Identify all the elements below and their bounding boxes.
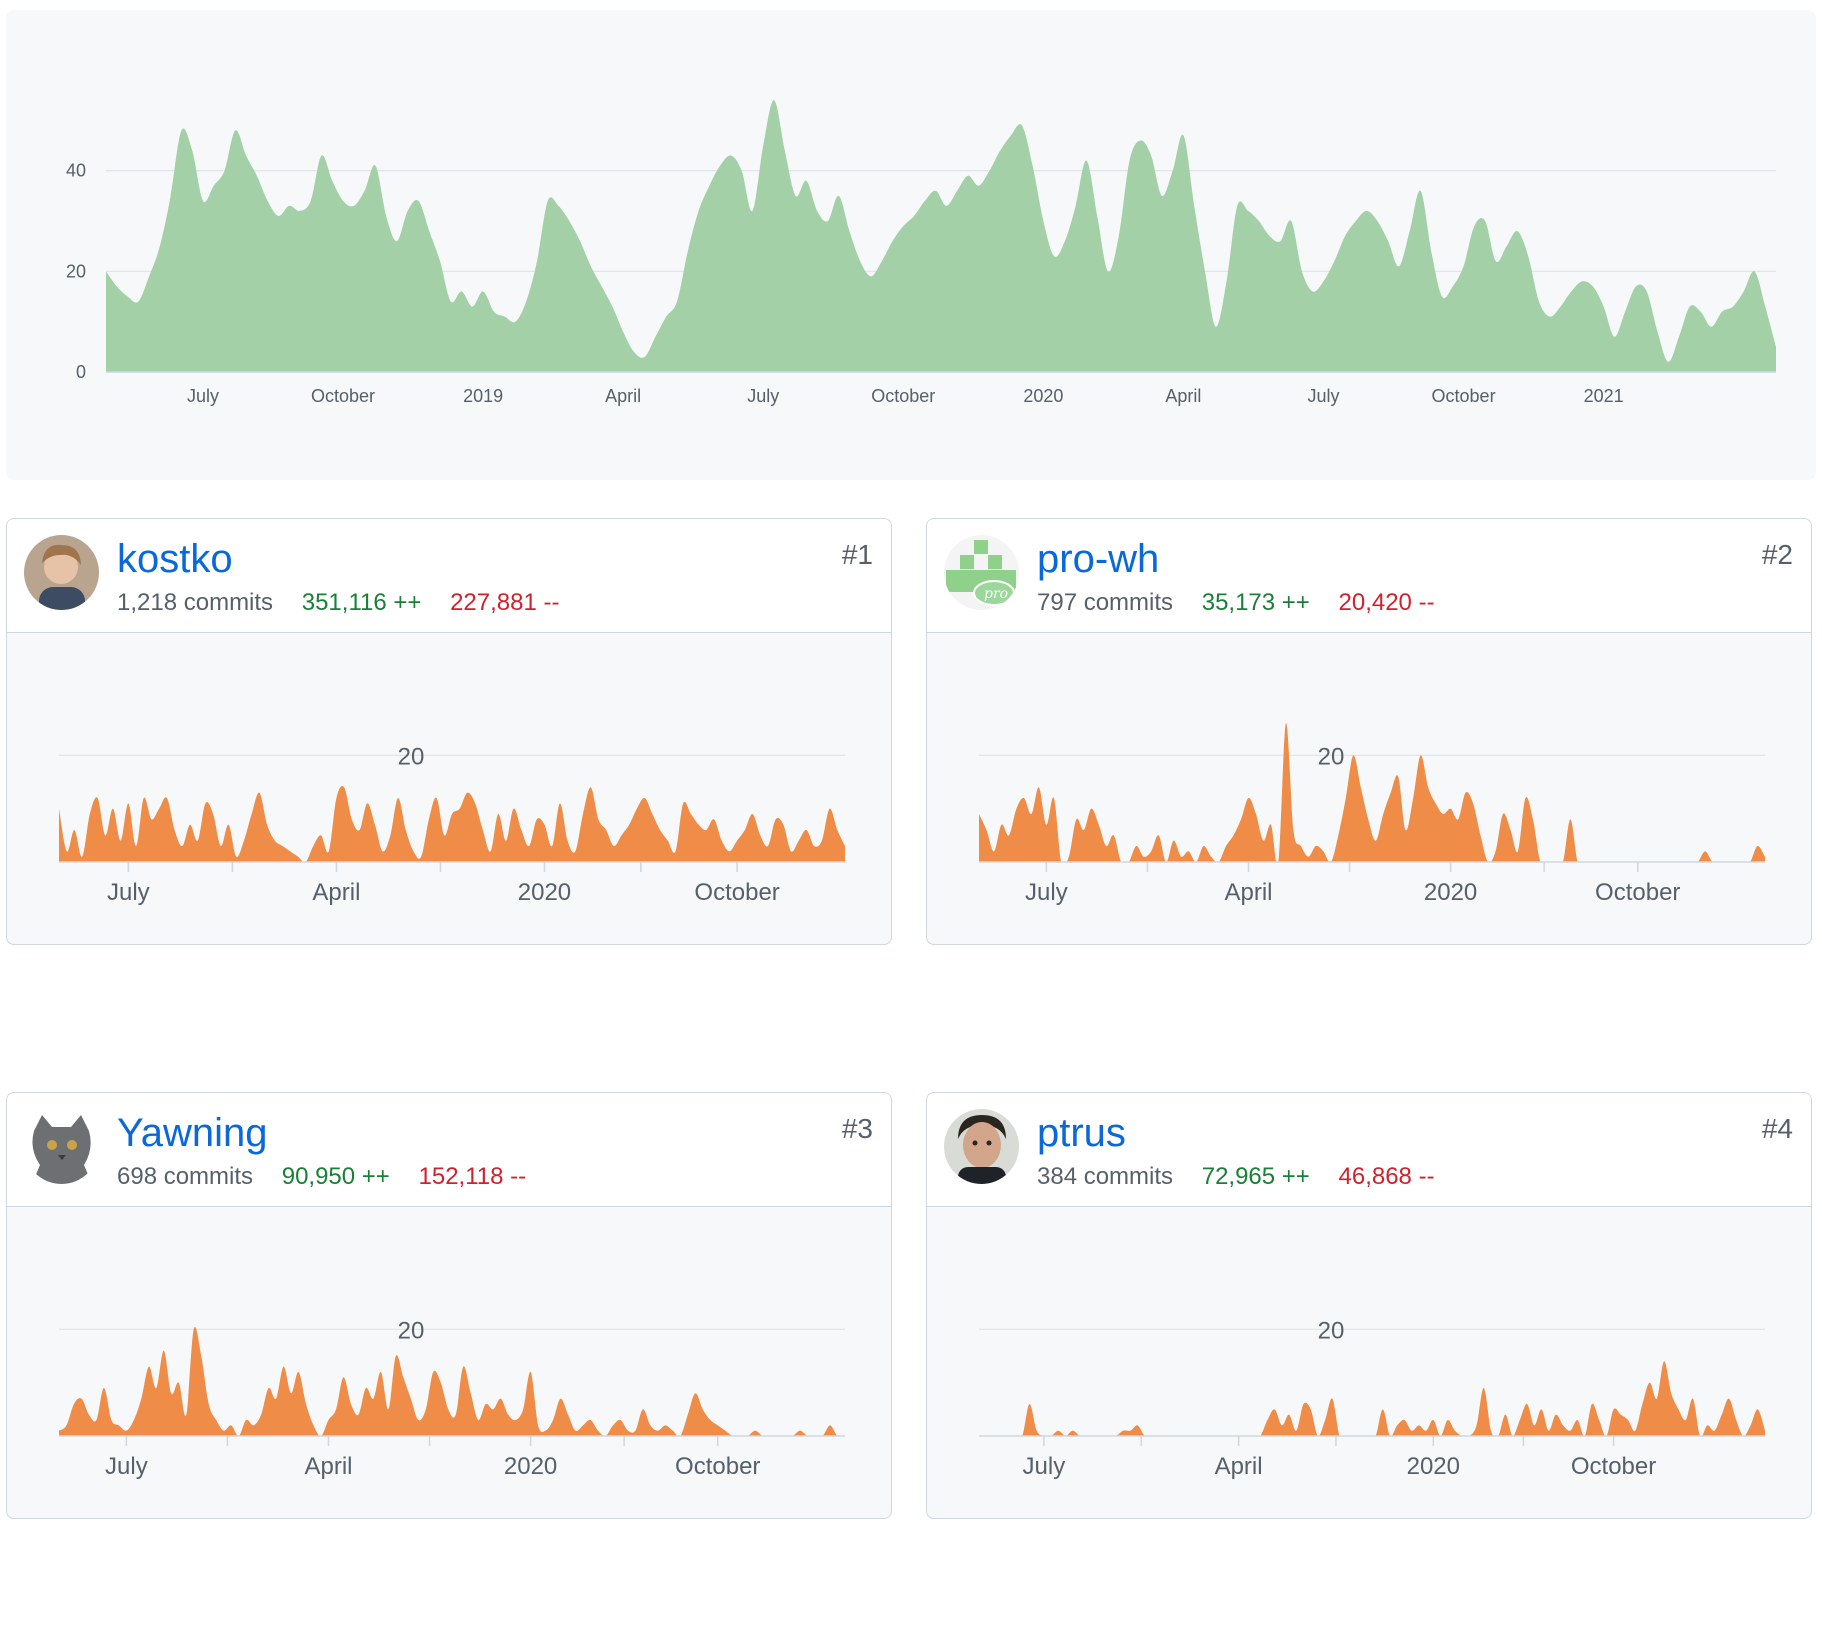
contributor-stats: 1,218 commits 351,116 ++ 227,881 -- [117, 589, 581, 617]
avatar-image: pro [944, 535, 1019, 610]
deletions-count: 46,868 -- [1338, 1163, 1435, 1190]
x-tick-label: October [871, 386, 935, 406]
x-tick-label: 2020 [1407, 1453, 1460, 1480]
contributor-login[interactable]: ptrus [1037, 1111, 1126, 1155]
x-tick-label: October [1432, 386, 1496, 406]
series-area [979, 1361, 1765, 1436]
y-tick-label: 20 [398, 1317, 425, 1344]
x-tick-label: July [747, 386, 779, 406]
contributor-card: pro pro-wh 797 commits 35,173 ++ 20,420 … [926, 518, 1812, 945]
contributor-rank: #3 [841, 1113, 873, 1144]
x-tick-label: October [311, 386, 375, 406]
contributor-stats: 698 commits 90,950 ++ 152,118 -- [117, 1163, 548, 1191]
x-tick-label: July [105, 1453, 148, 1480]
series-area [59, 1327, 845, 1436]
contributor-chart: 20 July April 2020 October [979, 1317, 1765, 1480]
x-tick-label: July [107, 879, 150, 906]
avatar-image [944, 1109, 1019, 1184]
overview-chart: 0 20 40 July October 2019 April July October 2020… [66, 100, 1776, 406]
x-tick-label: April [605, 386, 641, 406]
series-area [59, 785, 845, 862]
contributor-card: kostko 1,218 commits 351,116 ++ 227,881 … [6, 518, 892, 945]
contributor-stats: 384 commits 72,965 ++ 46,868 -- [1037, 1163, 1457, 1191]
contributor-login[interactable]: Yawning [117, 1111, 268, 1155]
x-tick-label: April [1224, 879, 1272, 906]
commit-count: 384 commits [1037, 1163, 1174, 1190]
x-tick-label: October [1595, 879, 1680, 906]
contributor-login[interactable]: pro-wh [1037, 537, 1160, 581]
contributor-chart: 20 July April 2020 October [59, 1317, 845, 1480]
commit-count: 698 commits [117, 1163, 254, 1190]
deletions-count: 227,881 -- [450, 589, 560, 616]
y-tick-label: 20 [66, 261, 86, 281]
commit-count: 1,218 commits [117, 589, 274, 616]
avatar-image [24, 535, 99, 610]
additions-count: 90,950 ++ [281, 1163, 390, 1190]
svg-text:pro: pro [984, 586, 1008, 602]
contributor-stats: 797 commits 35,173 ++ 20,420 -- [1037, 589, 1457, 617]
avatar-image [24, 1109, 99, 1184]
x-tick-label: April [304, 1453, 352, 1480]
additions-count: 351,116 ++ [301, 589, 422, 616]
contributor-header: kostko 1,218 commits 351,116 ++ 227,881 … [7, 519, 891, 633]
contributor-header: Yawning 698 commits 90,950 ++ 152,118 --… [7, 1093, 891, 1207]
series-area [979, 723, 1765, 862]
x-tick-label: July [1307, 386, 1339, 406]
y-tick-label: 20 [1318, 743, 1345, 770]
overview-chart-panel: 0 20 40 July October 2019 April July October 2020… [6, 10, 1816, 480]
contributor-card: Yawning 698 commits 90,950 ++ 152,118 --… [6, 1092, 892, 1519]
x-tick-label: 2021 [1584, 386, 1624, 406]
x-tick-label: July [1023, 1453, 1066, 1480]
x-tick-label: 2020 [518, 879, 571, 906]
x-tick-label: April [1215, 1453, 1263, 1480]
x-tick-label: July [1025, 879, 1068, 906]
contributor-chart: 20 July April 2020 October [979, 723, 1765, 906]
x-tick-label: April [1165, 386, 1201, 406]
contributor-card: ptrus 384 commits 72,965 ++ 46,868 -- #4… [926, 1092, 1812, 1519]
x-tick-label: 2020 [1424, 879, 1477, 906]
y-tick-label: 0 [76, 362, 86, 382]
y-tick-label: 20 [398, 743, 425, 770]
additions-count: 72,965 ++ [1201, 1163, 1310, 1190]
avatar[interactable] [24, 535, 99, 610]
deletions-count: 20,420 -- [1338, 589, 1435, 616]
commit-count: 797 commits [1037, 589, 1174, 616]
x-tick-label: October [675, 1453, 760, 1480]
additions-count: 35,173 ++ [1201, 589, 1310, 616]
x-tick-label: October [1571, 1453, 1656, 1480]
x-tick-label: April [312, 879, 360, 906]
x-tick-label: 2019 [463, 386, 503, 406]
contributor-rank: #2 [1761, 539, 1793, 570]
avatar[interactable]: pro [944, 535, 1019, 610]
x-tick-label: 2020 [504, 1453, 557, 1480]
contributor-header: ptrus 384 commits 72,965 ++ 46,868 -- #4 [927, 1093, 1811, 1207]
avatar[interactable] [944, 1109, 1019, 1184]
deletions-count: 152,118 -- [418, 1163, 527, 1190]
x-tick-label: October [694, 879, 779, 906]
contributor-rank: #1 [841, 539, 873, 570]
x-tick-label: 2020 [1023, 386, 1063, 406]
y-tick-label: 40 [66, 161, 86, 181]
y-tick-label: 20 [1318, 1317, 1345, 1344]
contributor-chart: 20 July April 2020 October [59, 743, 845, 906]
contributor-rank: #4 [1761, 1113, 1793, 1144]
series-area [106, 100, 1776, 372]
x-tick-label: July [187, 386, 219, 406]
contributor-login[interactable]: kostko [117, 537, 233, 581]
avatar[interactable] [24, 1109, 99, 1184]
contributor-header: pro pro-wh 797 commits 35,173 ++ 20,420 … [927, 519, 1811, 633]
